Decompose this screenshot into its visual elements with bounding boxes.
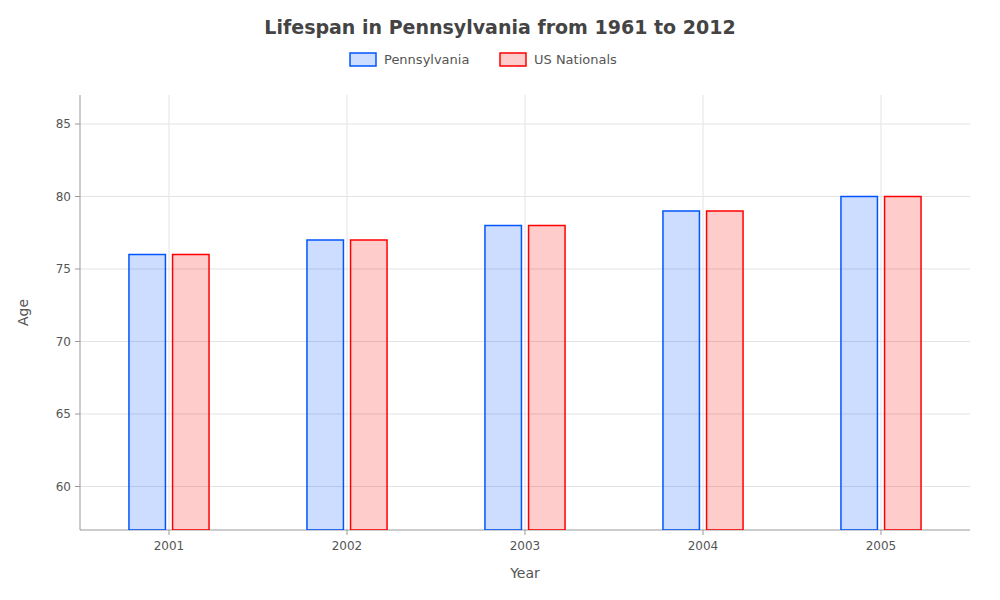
bar <box>129 255 165 531</box>
bar <box>529 226 565 531</box>
x-tick-label: 2005 <box>866 539 897 553</box>
x-tick <box>881 530 882 535</box>
y-tick <box>75 196 80 197</box>
x-tick <box>525 530 526 535</box>
bar <box>885 197 921 531</box>
x-ticks: 2001 2002 2003 2004 2005 <box>154 530 897 553</box>
legend-swatch <box>500 53 526 66</box>
legend: Pennsylvania US Nationals <box>350 52 617 67</box>
y-tick-label: 70 <box>56 335 71 349</box>
bar <box>173 255 209 531</box>
bar <box>663 211 699 530</box>
bar <box>351 240 387 530</box>
grid-line-x <box>703 95 704 530</box>
x-tick-label: 2001 <box>154 539 185 553</box>
legend-label: Pennsylvania <box>384 52 469 67</box>
x-tick-label: 2004 <box>688 539 719 553</box>
grid <box>80 95 970 530</box>
series <box>129 197 877 531</box>
x-tick-label: 2003 <box>510 539 541 553</box>
y-tick-label: 80 <box>56 190 71 204</box>
bar <box>841 197 877 531</box>
y-axis-label: Age <box>15 299 31 326</box>
bar <box>707 211 743 530</box>
y-tick <box>75 124 80 125</box>
y-tick-label: 65 <box>56 407 71 421</box>
bar <box>485 226 521 531</box>
x-tick-label: 2002 <box>332 539 363 553</box>
page: {"chart_data": {"type": "bar", "title": … <box>0 0 1000 600</box>
chart: 60 65 70 75 80 85 2001 2002 2003 2004 2005 Lifespan… <box>0 0 1000 600</box>
y-tick <box>75 269 80 270</box>
legend-label: US Nationals <box>534 52 617 67</box>
y-tick <box>75 341 80 342</box>
x-tick <box>703 530 704 535</box>
legend-swatch <box>350 53 376 66</box>
x-axis-label: Year <box>509 565 540 581</box>
y-tick-label: 60 <box>56 480 71 494</box>
bar <box>307 240 343 530</box>
grid-line-x <box>881 95 882 530</box>
x-tick <box>347 530 348 535</box>
y-tick-label: 75 <box>56 262 71 276</box>
y-tick <box>75 486 80 487</box>
grid-line-x <box>169 95 170 530</box>
y-tick-label: 85 <box>56 117 71 131</box>
x-tick <box>169 530 170 535</box>
y-axis-line <box>80 95 81 530</box>
bars <box>129 197 921 531</box>
grid-line-x <box>347 95 348 530</box>
grid-line-x <box>525 95 526 530</box>
series <box>173 197 921 531</box>
y-tick <box>75 414 80 415</box>
y-ticks: 60 65 70 75 80 85 <box>56 117 80 494</box>
title: Lifespan in Pennsylvania from 1961 to 20… <box>264 16 735 38</box>
